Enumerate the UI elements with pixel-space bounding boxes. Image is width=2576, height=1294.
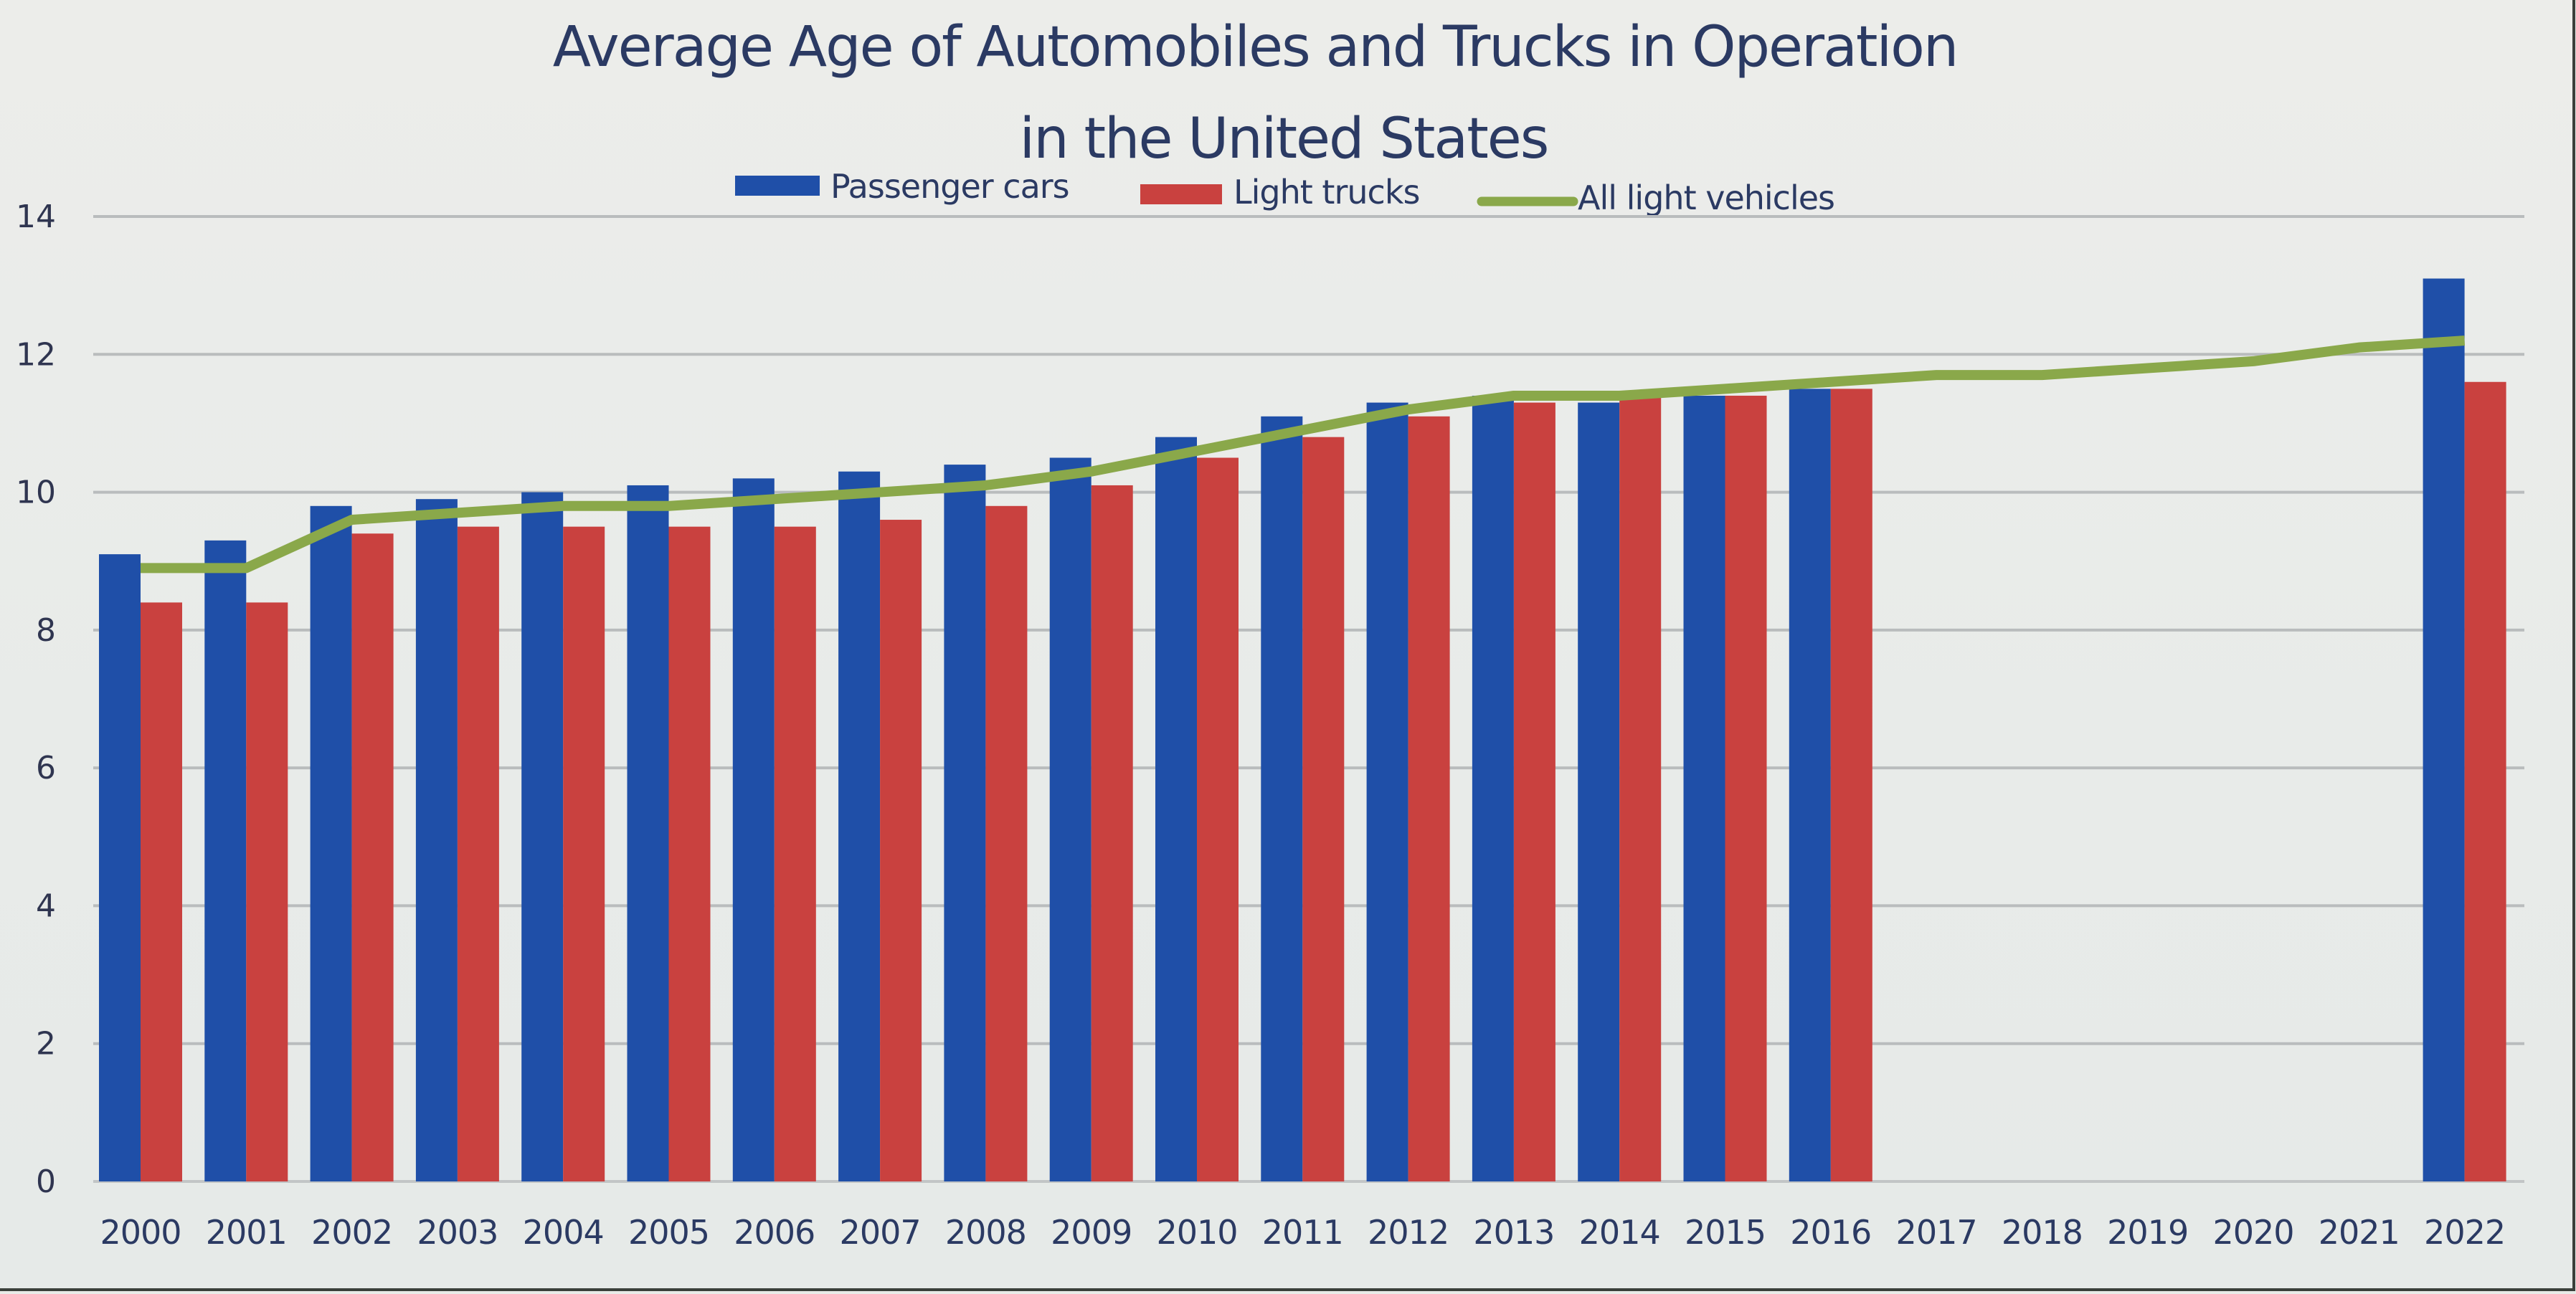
bar-passenger-cars-2011	[1261, 416, 1303, 1182]
x-tick-label: 2011	[1262, 1213, 1343, 1252]
x-tick-label: 2005	[628, 1213, 709, 1252]
bar-passenger-cars-2013	[1472, 395, 1514, 1181]
bar-passenger-cars-2014	[1578, 402, 1620, 1181]
x-tick-label: 2019	[2107, 1213, 2188, 1252]
bar-light-trucks-2001	[246, 602, 288, 1181]
chart-title-line-2: in the United States	[1020, 107, 1548, 171]
y-tick-label: 8	[36, 612, 56, 649]
x-tick-label: 2013	[1473, 1213, 1554, 1252]
bar-light-trucks-2013	[1513, 402, 1555, 1181]
y-tick-label: 12	[16, 336, 56, 373]
x-tick-label: 2002	[311, 1213, 392, 1252]
x-tick-label: 2010	[1156, 1213, 1237, 1252]
x-tick-label: 2000	[100, 1213, 181, 1252]
bar-light-trucks-2007	[880, 520, 922, 1181]
bar-passenger-cars-2007	[838, 471, 881, 1181]
bars	[99, 278, 2506, 1182]
bar-light-trucks-2002	[351, 533, 394, 1181]
bar-light-trucks-2005	[668, 526, 711, 1181]
all-light-vehicles-line-group	[140, 336, 2466, 574]
x-tick-label: 2009	[1051, 1213, 1132, 1252]
bar-light-trucks-2016	[1830, 389, 1872, 1181]
x-tick-label: 2014	[1579, 1213, 1660, 1252]
x-tick-label: 2004	[523, 1213, 604, 1252]
bar-passenger-cars-2004	[521, 492, 564, 1181]
x-tick-label: 2020	[2212, 1213, 2293, 1252]
bar-passenger-cars-2005	[627, 485, 669, 1181]
x-tick-label: 2017	[1896, 1213, 1977, 1252]
bar-light-trucks-2003	[457, 526, 499, 1181]
bar-passenger-cars-2010	[1155, 437, 1197, 1181]
x-tick-label: 2008	[945, 1213, 1026, 1252]
x-tick-label: 2001	[206, 1213, 287, 1252]
x-tick-label: 2021	[2319, 1213, 2400, 1252]
bar-light-trucks-2008	[985, 505, 1028, 1181]
bar-light-trucks-2006	[774, 526, 816, 1181]
chart-title-line-1: Average Age of Automobiles and Trucks in…	[553, 15, 1958, 80]
bar-light-trucks-2009	[1091, 485, 1133, 1181]
bar-passenger-cars-2016	[1789, 389, 1831, 1181]
bar-passenger-cars-2015	[1683, 395, 1725, 1181]
y-tick-label: 6	[36, 750, 56, 786]
y-tick-label: 0	[36, 1164, 56, 1200]
y-tick-label: 10	[16, 475, 56, 511]
bar-passenger-cars-2002	[310, 505, 352, 1181]
chart-title: Average Age of Automobiles and Trucks in…	[553, 15, 1959, 171]
bar-passenger-cars-2008	[944, 465, 986, 1181]
bar-passenger-cars-2012	[1366, 402, 1408, 1181]
bar-light-trucks-2004	[563, 526, 605, 1181]
bar-light-trucks-2012	[1408, 416, 1450, 1182]
bar-light-trucks-2000	[141, 602, 182, 1181]
bar-light-trucks-2015	[1725, 395, 1767, 1181]
x-tick-label: 2006	[734, 1213, 815, 1252]
legend-label-all-light-vehicles: All light vehicles	[1578, 179, 1834, 217]
bar-passenger-cars-2000	[99, 554, 141, 1181]
bar-passenger-cars-2022	[2423, 278, 2465, 1181]
y-tick-label: 2	[36, 1026, 56, 1062]
y-tick-label: 4	[36, 888, 56, 924]
legend-label-passenger-cars: Passenger cars	[830, 167, 1069, 206]
x-axis-tick-labels: 2000 2001 2002 2003 2004 2005 2006 2007 2008 2009…	[100, 1213, 2506, 1252]
x-tick-label: 2015	[1685, 1213, 1766, 1252]
legend-label-light-trucks: Light trucks	[1233, 173, 1419, 211]
bar-light-trucks-2014	[1619, 395, 1662, 1181]
legend: Passenger cars Light trucks All light ve…	[735, 167, 1835, 217]
bar-light-trucks-2011	[1302, 437, 1345, 1181]
bar-passenger-cars-2006	[732, 478, 775, 1181]
y-tick-label: 14	[16, 199, 56, 235]
x-tick-label: 2003	[417, 1213, 498, 1252]
bar-passenger-cars-2003	[415, 499, 458, 1181]
legend-swatch-passenger-cars	[735, 176, 820, 196]
x-tick-label: 2016	[1790, 1213, 1871, 1252]
legend-swatch-light-trucks	[1140, 184, 1222, 204]
x-tick-label: 2018	[2002, 1213, 2083, 1252]
y-axis-tick-labels: 0 2 4 6 8 10 12 14	[16, 199, 56, 1200]
x-tick-label: 2007	[840, 1213, 921, 1252]
bar-light-trucks-2010	[1197, 457, 1239, 1181]
bar-passenger-cars-2001	[204, 540, 247, 1181]
bar-passenger-cars-2009	[1049, 457, 1092, 1181]
x-tick-label: 2012	[1368, 1213, 1449, 1252]
x-tick-label: 2022	[2424, 1213, 2505, 1252]
bar-light-trucks-2022	[2464, 381, 2506, 1181]
